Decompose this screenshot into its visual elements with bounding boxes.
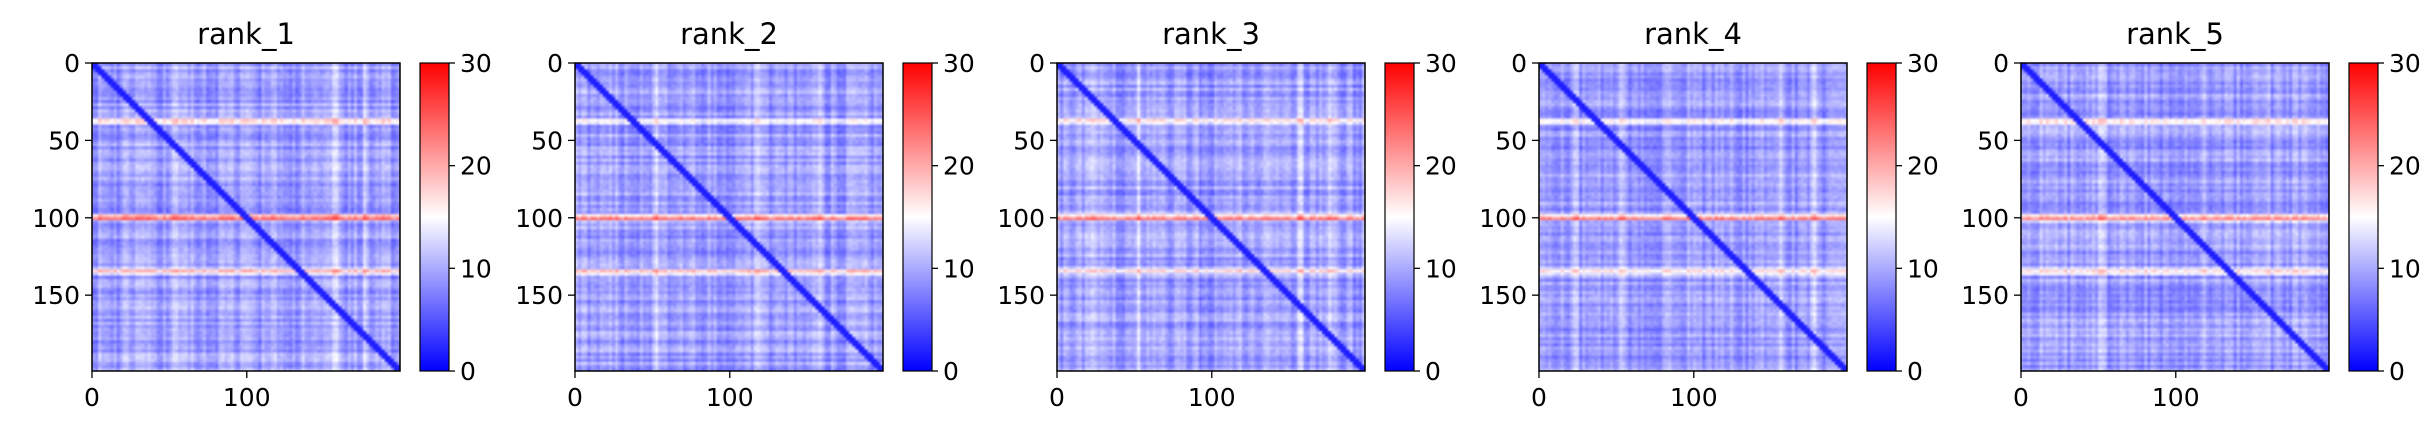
- y-tick-label: 100: [1961, 204, 2009, 233]
- colorbar-tick-label: 10: [1907, 254, 1939, 283]
- colorbar-tick-label: 30: [943, 49, 975, 78]
- heatmap-image: [575, 63, 883, 371]
- plot-frame: [1056, 62, 1366, 372]
- panel-title: rank_3: [1162, 17, 1260, 51]
- y-tick-label: 50: [1977, 126, 2009, 155]
- colorbar-tick-label: 30: [1907, 49, 1939, 78]
- colorbar-tick-label: 0: [1425, 357, 1441, 386]
- x-tick-label: 100: [223, 383, 271, 412]
- colorbar-tick-label: 10: [943, 254, 975, 283]
- x-tick-label: 0: [1049, 383, 1065, 412]
- colorbar-tick-label: 20: [2389, 152, 2421, 181]
- x-tick-label: 100: [2152, 383, 2200, 412]
- colorbar-tick-label: 10: [1425, 254, 1457, 283]
- heatmap-panel-5: rank_5 0 50 100 150 0 100 0 10 20 30: [1961, 17, 2421, 412]
- y-tick-label: 0: [64, 49, 80, 78]
- colorbar: [2348, 62, 2379, 372]
- x-tick-label: 100: [1670, 383, 1718, 412]
- colorbar-tick-label: 0: [943, 357, 959, 386]
- colorbar: [902, 62, 933, 372]
- plot-frame: [574, 62, 884, 372]
- y-tick-label: 0: [1511, 49, 1527, 78]
- heatmap-image: [92, 63, 400, 371]
- y-tick-label: 100: [997, 204, 1045, 233]
- y-tick-label: 50: [48, 126, 80, 155]
- heatmap-panel-3: rank_3 0 50 100 150 0 100 0 10 20 30: [997, 17, 1457, 412]
- colorbar-tick-label: 0: [2389, 357, 2405, 386]
- colorbar: [1384, 62, 1415, 372]
- x-tick-label: 0: [1531, 383, 1547, 412]
- y-tick-label: 100: [32, 204, 80, 233]
- panel-title: rank_5: [2126, 17, 2224, 51]
- colorbar: [419, 62, 450, 372]
- colorbar-tick-label: 20: [460, 152, 492, 181]
- y-tick-label: 100: [1479, 204, 1527, 233]
- x-tick-label: 0: [84, 383, 100, 412]
- heatmap-panel-4: rank_4 0 50 100 150 0 100 0 10 20 30: [1479, 17, 1939, 412]
- y-tick-label: 150: [515, 281, 563, 310]
- panel-title: rank_4: [1644, 17, 1742, 51]
- x-tick-label: 100: [706, 383, 754, 412]
- colorbar-tick-label: 20: [1907, 152, 1939, 181]
- y-tick-label: 50: [1495, 126, 1527, 155]
- panel-title: rank_1: [197, 17, 295, 51]
- x-tick-label: 100: [1188, 383, 1236, 412]
- y-tick-label: 150: [1479, 281, 1527, 310]
- y-tick-label: 0: [547, 49, 563, 78]
- heatmap-image: [1057, 63, 1365, 371]
- x-tick-label: 0: [2013, 383, 2029, 412]
- colorbar-tick-label: 10: [2389, 254, 2421, 283]
- panel-title: rank_2: [680, 17, 778, 51]
- colorbar-tick-label: 0: [460, 357, 476, 386]
- colorbar-tick-label: 0: [1907, 357, 1923, 386]
- y-tick-label: 150: [997, 281, 1045, 310]
- y-tick-label: 50: [531, 126, 563, 155]
- y-tick-label: 150: [32, 281, 80, 310]
- y-tick-label: 150: [1961, 281, 2009, 310]
- colorbar-tick-label: 30: [2389, 49, 2421, 78]
- colorbar: [1866, 62, 1897, 372]
- x-tick-label: 0: [567, 383, 583, 412]
- colorbar-tick-label: 20: [1425, 152, 1457, 181]
- heatmap-panel-2: rank_2 0 50 100 150 0 100 0 10 20 30: [515, 17, 975, 412]
- colorbar-tick-label: 30: [460, 49, 492, 78]
- plot-frame: [2020, 62, 2330, 372]
- y-tick-label: 100: [515, 204, 563, 233]
- y-tick-label: 50: [1013, 126, 1045, 155]
- colorbar-tick-label: 20: [943, 152, 975, 181]
- y-tick-label: 0: [1993, 49, 2009, 78]
- colorbar-tick-label: 30: [1425, 49, 1457, 78]
- plot-frame: [91, 62, 401, 372]
- plot-frame: [1538, 62, 1848, 372]
- heatmap-panel-1: rank_1 0 50 100 150 0 100 0 10 20 30: [32, 17, 492, 412]
- colorbar-tick-label: 10: [460, 254, 492, 283]
- y-tick-label: 0: [1029, 49, 1045, 78]
- heatmap-image: [2021, 63, 2329, 371]
- heatmap-image: [1539, 63, 1847, 371]
